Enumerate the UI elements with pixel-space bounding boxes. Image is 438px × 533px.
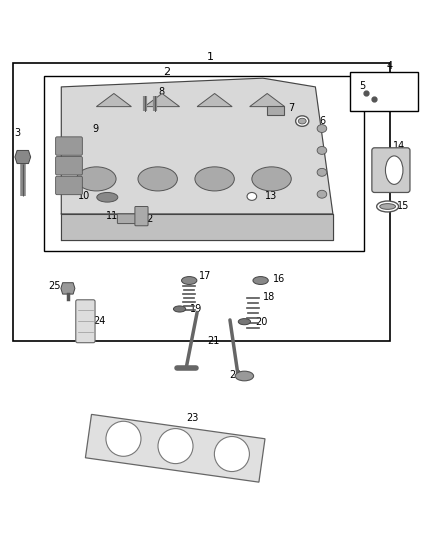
Polygon shape bbox=[61, 214, 333, 240]
Text: 18: 18 bbox=[263, 292, 275, 302]
Ellipse shape bbox=[380, 204, 396, 209]
Ellipse shape bbox=[235, 371, 254, 381]
Ellipse shape bbox=[252, 167, 291, 191]
Text: 13: 13 bbox=[265, 191, 277, 201]
Text: 4: 4 bbox=[387, 61, 393, 71]
Text: 17: 17 bbox=[199, 271, 211, 281]
Text: 14: 14 bbox=[392, 141, 405, 151]
Circle shape bbox=[214, 437, 249, 472]
Ellipse shape bbox=[317, 147, 327, 155]
FancyBboxPatch shape bbox=[44, 76, 364, 251]
FancyBboxPatch shape bbox=[372, 148, 410, 192]
Circle shape bbox=[158, 429, 193, 464]
FancyBboxPatch shape bbox=[56, 137, 82, 155]
Text: 1: 1 bbox=[207, 52, 214, 62]
Ellipse shape bbox=[173, 306, 186, 312]
Text: 24: 24 bbox=[94, 316, 106, 326]
FancyBboxPatch shape bbox=[13, 63, 390, 341]
Text: 19: 19 bbox=[190, 304, 202, 314]
FancyBboxPatch shape bbox=[267, 106, 284, 115]
Text: 8: 8 bbox=[158, 87, 164, 97]
Text: 25: 25 bbox=[49, 281, 61, 291]
Ellipse shape bbox=[296, 116, 309, 126]
Polygon shape bbox=[250, 93, 285, 107]
Ellipse shape bbox=[317, 168, 327, 176]
Circle shape bbox=[106, 421, 141, 456]
Polygon shape bbox=[197, 93, 232, 107]
Text: 15: 15 bbox=[397, 201, 410, 212]
FancyBboxPatch shape bbox=[135, 206, 148, 226]
FancyBboxPatch shape bbox=[56, 176, 82, 195]
Ellipse shape bbox=[138, 167, 177, 191]
Text: 3: 3 bbox=[14, 128, 21, 138]
Polygon shape bbox=[61, 78, 333, 214]
Polygon shape bbox=[15, 150, 31, 164]
Ellipse shape bbox=[77, 167, 116, 191]
Ellipse shape bbox=[238, 319, 251, 325]
Polygon shape bbox=[85, 414, 265, 482]
FancyBboxPatch shape bbox=[76, 300, 95, 343]
Text: 23: 23 bbox=[187, 413, 199, 423]
Ellipse shape bbox=[97, 192, 118, 202]
Text: 9: 9 bbox=[92, 124, 99, 134]
Text: 7: 7 bbox=[288, 103, 294, 113]
Text: 11: 11 bbox=[106, 211, 118, 221]
FancyBboxPatch shape bbox=[56, 157, 82, 175]
Polygon shape bbox=[96, 93, 131, 107]
Polygon shape bbox=[61, 282, 75, 294]
Ellipse shape bbox=[195, 167, 234, 191]
Text: 6: 6 bbox=[320, 116, 326, 126]
FancyBboxPatch shape bbox=[117, 214, 137, 223]
FancyBboxPatch shape bbox=[350, 71, 418, 111]
Text: 12: 12 bbox=[142, 214, 154, 224]
Ellipse shape bbox=[253, 277, 268, 285]
Ellipse shape bbox=[247, 192, 257, 200]
Ellipse shape bbox=[298, 118, 306, 124]
Ellipse shape bbox=[377, 201, 399, 212]
Ellipse shape bbox=[317, 125, 327, 133]
Polygon shape bbox=[145, 93, 180, 107]
Ellipse shape bbox=[182, 277, 197, 285]
Text: 21: 21 bbox=[207, 336, 219, 346]
Text: 20: 20 bbox=[255, 317, 268, 327]
Text: 22: 22 bbox=[229, 370, 241, 379]
Ellipse shape bbox=[317, 190, 327, 198]
Text: 2: 2 bbox=[163, 67, 170, 77]
Ellipse shape bbox=[385, 156, 403, 184]
Text: 5: 5 bbox=[360, 80, 366, 91]
Text: 10: 10 bbox=[78, 190, 90, 200]
Text: 16: 16 bbox=[273, 274, 286, 284]
